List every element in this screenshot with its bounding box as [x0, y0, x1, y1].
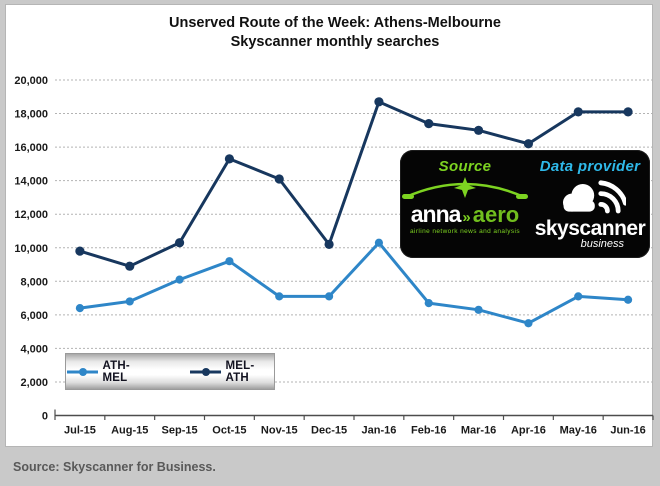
svg-text:Jul-15: Jul-15 — [64, 425, 96, 437]
anna-aero-tagline: airline network news and analysis — [409, 228, 521, 235]
anna-aero-arc-plane-icon — [402, 177, 528, 199]
svg-text:10,000: 10,000 — [14, 243, 48, 255]
anna-word: anna — [410, 201, 462, 227]
svg-text:8,000: 8,000 — [20, 276, 48, 288]
svg-text:Oct-15: Oct-15 — [212, 425, 246, 437]
ath-mel-series-swatch-icon — [67, 367, 98, 376]
footer-source-note: Source: Skyscanner for Business. — [13, 459, 216, 474]
svg-text:Sep-15: Sep-15 — [162, 425, 198, 437]
mel-ath-series-swatch-icon — [190, 367, 221, 376]
legend-label-mel-ath: MEL-ATH — [225, 359, 255, 384]
anna-aero-logo-column: Source anna » aero airline network news … — [400, 150, 530, 258]
skyscanner-logo-column: Data provider skyscanner business — [530, 150, 650, 258]
data-provider-label: Data provider — [539, 158, 641, 175]
legend-item-ath-mel: ATH-MEL — [66, 360, 151, 384]
svg-text:Apr-16: Apr-16 — [511, 425, 546, 437]
skyscanner-word: skyscanner — [534, 217, 646, 240]
svg-text:12,000: 12,000 — [14, 209, 48, 221]
svg-text:Feb-16: Feb-16 — [411, 425, 446, 437]
chart-title-line1: Unserved Route of the Week: Athens-Melbo… — [169, 15, 501, 31]
chart-title: Unserved Route of the Week: Athens-Melbo… — [55, 14, 615, 52]
footer-strip: Source: Skyscanner for Business. — [0, 447, 660, 486]
svg-text:14,000: 14,000 — [14, 176, 48, 188]
svg-text:2,000: 2,000 — [20, 377, 48, 389]
anna-aero-separator: » — [462, 209, 471, 226]
svg-text:16,000: 16,000 — [14, 142, 48, 154]
svg-text:4,000: 4,000 — [20, 343, 48, 355]
svg-text:Aug-15: Aug-15 — [111, 425, 148, 437]
svg-text:Mar-16: Mar-16 — [461, 425, 496, 437]
skyscanner-cloud-icon — [563, 180, 626, 214]
svg-text:6,000: 6,000 — [20, 310, 48, 322]
svg-text:Jan-16: Jan-16 — [361, 425, 396, 437]
aero-word: aero — [472, 202, 520, 227]
anna-aero-wordmark: anna » aero — [411, 203, 520, 226]
chart-title-line2: Skyscanner monthly searches — [230, 34, 440, 50]
svg-text:Jun-16: Jun-16 — [610, 425, 645, 437]
svg-text:18,000: 18,000 — [14, 109, 48, 121]
source-attribution-overlay: Source anna » aero airline network news … — [400, 150, 650, 258]
source-label: Source — [438, 158, 492, 175]
skyscanner-business-word: business — [580, 238, 624, 250]
svg-text:0: 0 — [42, 411, 48, 423]
svg-text:May-16: May-16 — [560, 425, 597, 437]
chart-legend: ATH-MEL MEL-ATH — [65, 353, 275, 390]
svg-text:Dec-15: Dec-15 — [311, 425, 347, 437]
svg-text:Nov-15: Nov-15 — [261, 425, 298, 437]
legend-item-mel-ath: MEL-ATH — [189, 360, 274, 384]
legend-label-ath-mel: ATH-MEL — [102, 359, 130, 384]
svg-text:20,000: 20,000 — [14, 75, 48, 87]
